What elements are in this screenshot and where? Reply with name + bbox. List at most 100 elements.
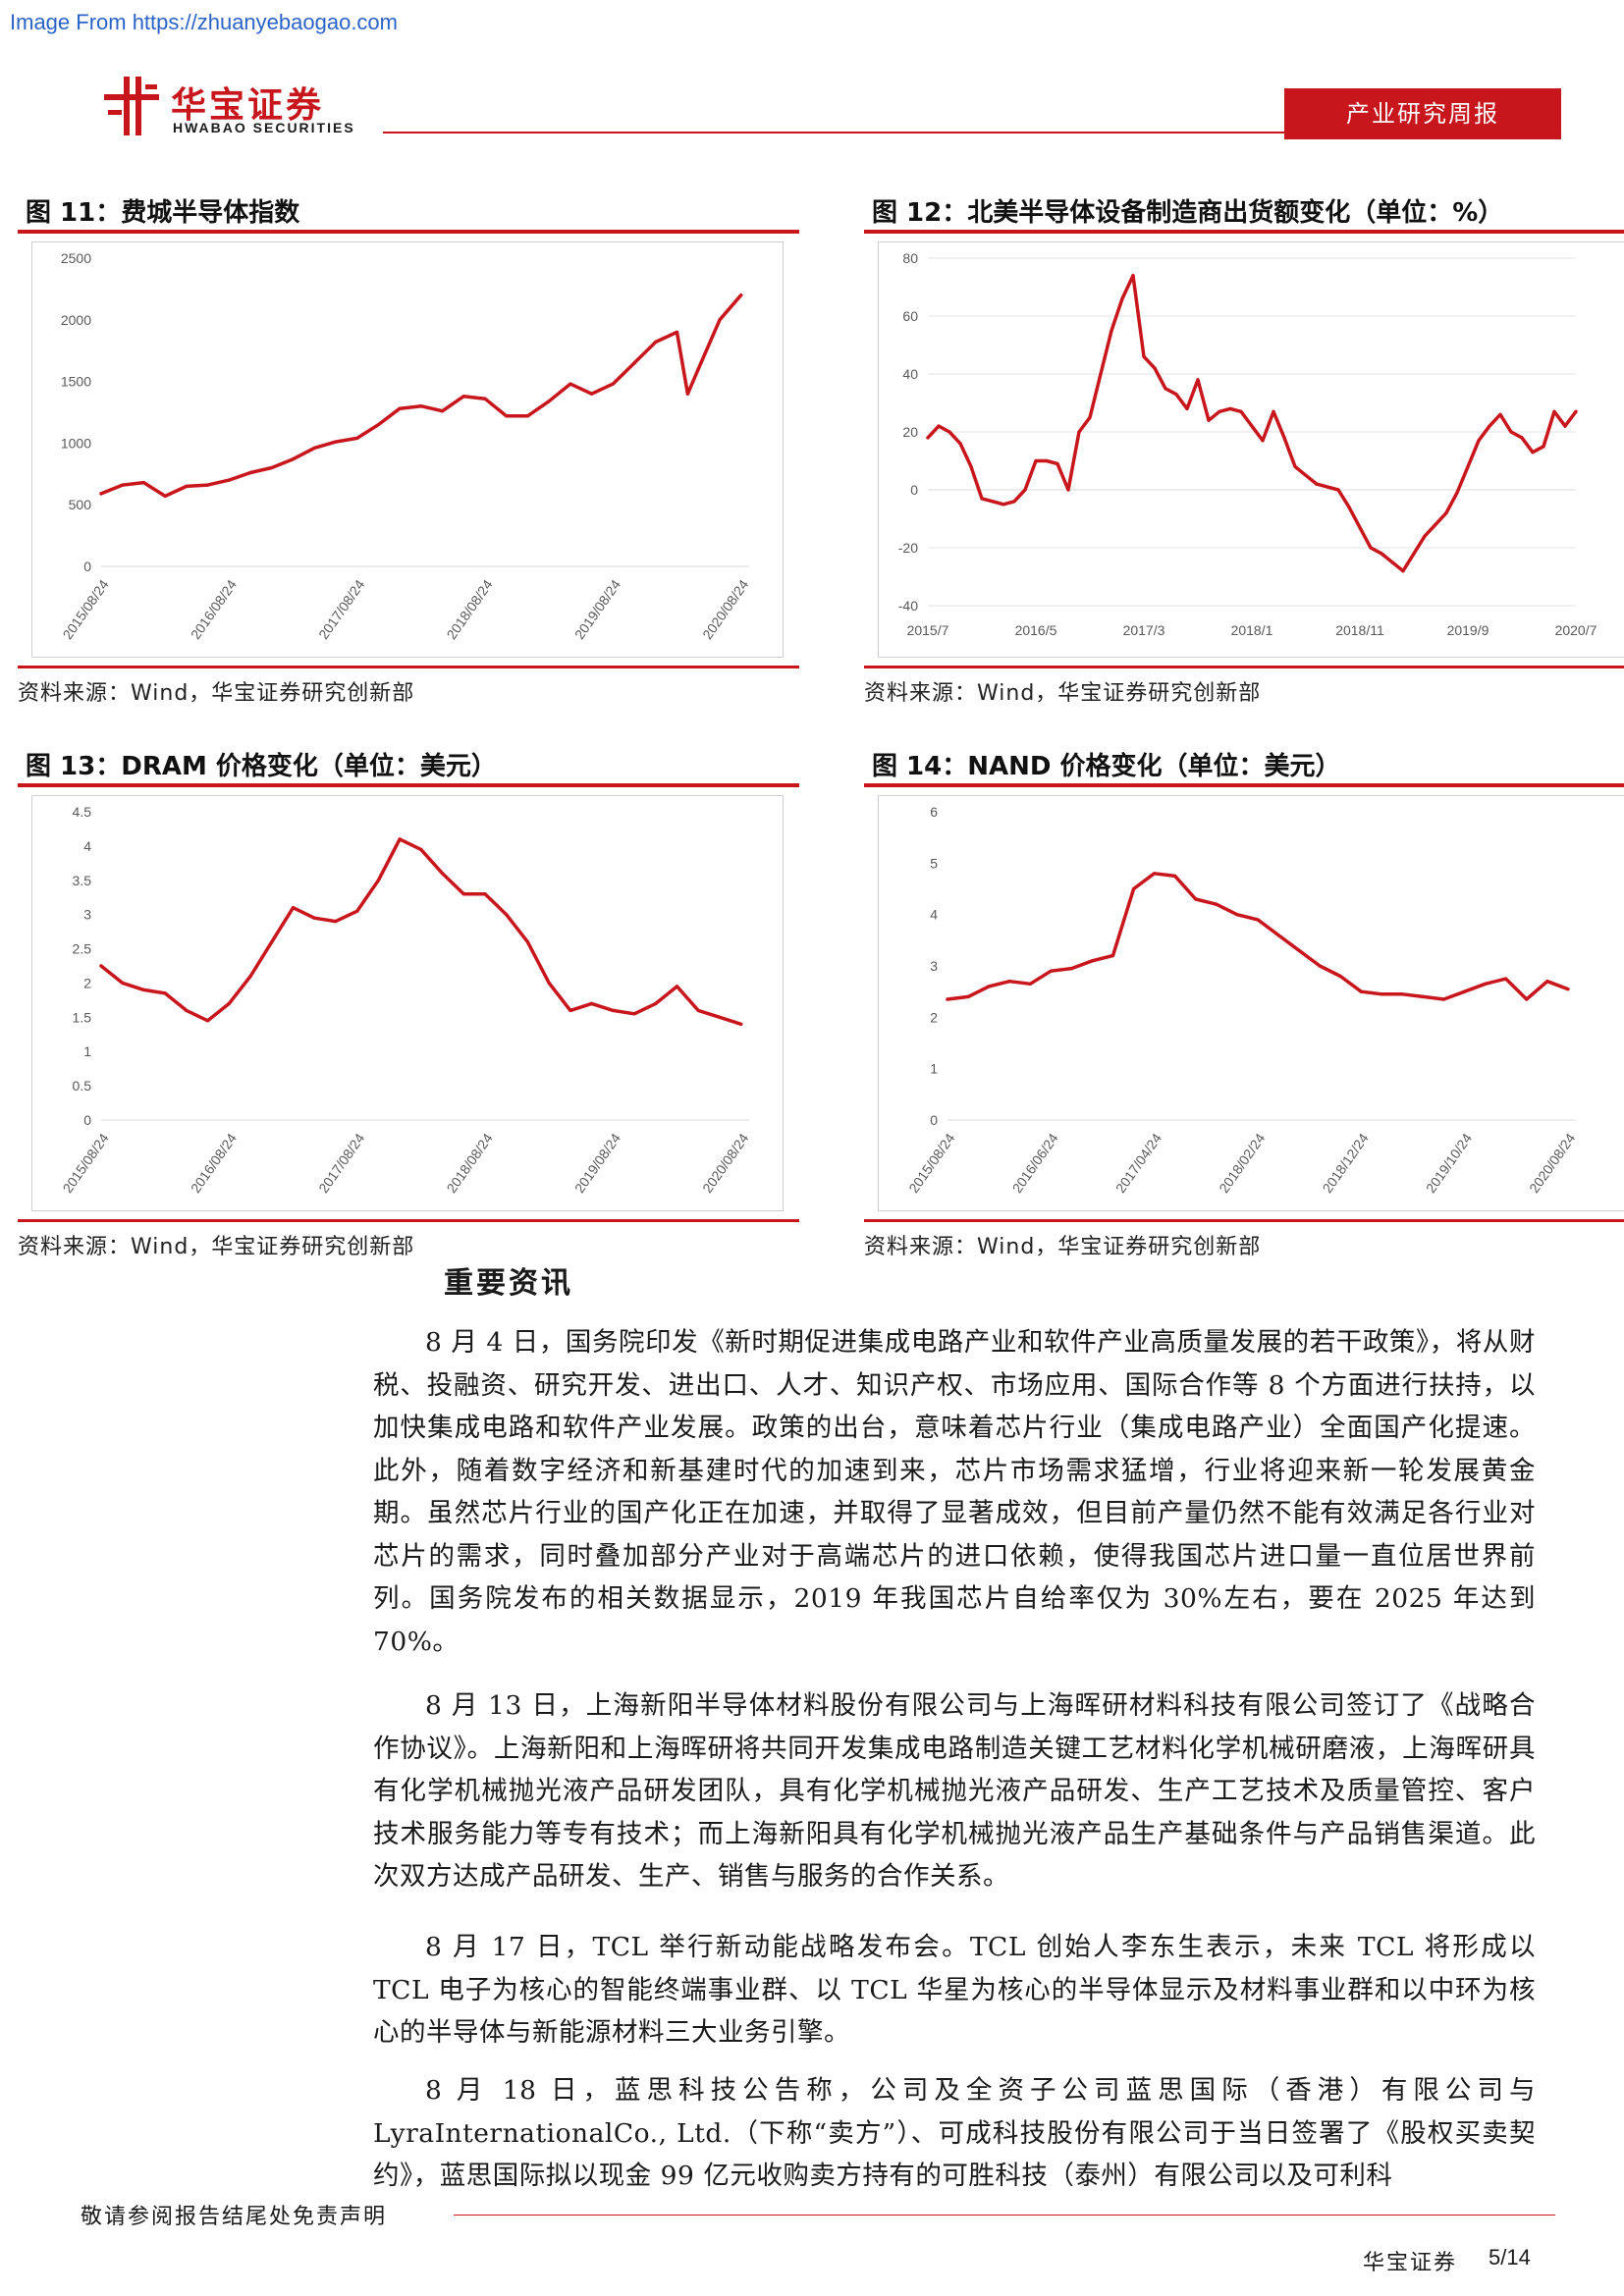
- data-point: [227, 1001, 231, 1005]
- chart-frame: 0 1 2 3 4 5 6 2015/08/24 2016/06/24 2017/04/24 201…: [878, 795, 1624, 1211]
- y-tick-label: 2: [930, 1009, 938, 1025]
- figure-source: 资料来源：Wind，华宝证券研究创新部: [864, 1235, 1262, 1259]
- data-point: [206, 1019, 210, 1023]
- data-point: [1028, 982, 1032, 986]
- data-point: [312, 446, 316, 450]
- footer-disclaimer: 敬请参阅报告结尾处免责声明: [81, 2205, 388, 2229]
- x-tick-label: 2016/08/24: [188, 1130, 240, 1196]
- x-tick-label: 2019/9: [1447, 622, 1489, 638]
- x-tick-label: 2020/08/24: [699, 1130, 751, 1196]
- figure-source: 资料来源：Wind，华宝证券研究创新部: [18, 681, 415, 706]
- x-tick-label: 2018/08/24: [443, 576, 495, 642]
- data-point: [1338, 974, 1342, 979]
- data-point: [206, 483, 210, 487]
- data-point: [1173, 874, 1177, 878]
- x-tick-label: 2016/5: [1015, 622, 1057, 638]
- y-tick-label: 500: [69, 497, 92, 512]
- data-point: [1423, 534, 1427, 538]
- page-header: 华宝证券 HWABAO SECURITIES 产业研究周报: [98, 73, 1561, 141]
- data-point: [1380, 992, 1383, 996]
- data-point: [718, 318, 722, 322]
- data-point: [1007, 980, 1011, 984]
- x-tick-label: 2015/08/24: [59, 1130, 111, 1196]
- figure-top-rule: [18, 230, 799, 234]
- data-point: [1531, 451, 1535, 454]
- logo-english-name: HWABAO SECURITIES: [173, 120, 355, 135]
- footer-company: 华宝证券: [1363, 2251, 1458, 2275]
- series-line: [99, 837, 743, 1027]
- data-point: [1466, 464, 1470, 468]
- data-point: [525, 940, 529, 944]
- data-point: [1563, 424, 1567, 428]
- y-tick-label: 5: [930, 855, 938, 871]
- data-point: [1412, 552, 1416, 556]
- x-tick-label: 2020/08/24: [699, 576, 751, 642]
- y-tick-label: 3.5: [73, 873, 92, 888]
- data-point: [505, 913, 509, 917]
- data-point: [1090, 959, 1094, 963]
- nand-price-chart: 0 1 2 3 4 5 6 2015/08/24 2016/06/24 2017/04/24 201…: [905, 804, 1578, 1196]
- data-point: [1077, 430, 1081, 434]
- logo-mark-icon: [104, 77, 159, 135]
- data-point: [248, 470, 252, 475]
- y-tick-label: 0.5: [73, 1078, 92, 1094]
- data-point: [1566, 988, 1570, 991]
- chart-frame: 0 500 1000 1500 2000 2500 2015/08/24 2016/08/24…: [31, 241, 784, 658]
- data-point: [966, 994, 970, 998]
- data-point: [926, 436, 930, 440]
- footer-divider: [454, 2215, 1555, 2216]
- data-point: [1110, 329, 1113, 333]
- data-point: [1239, 409, 1243, 413]
- figure-14: 图 14：NAND 价格变化（单位：美元） 0 1 2 3 4 5 6 2015/08/24 2…: [864, 746, 1624, 1266]
- series-line: [946, 872, 1570, 1001]
- figure-12: 图 12：北美半导体设备制造商出货额变化（单位：%） -40 -20 0 20 40 60…: [864, 192, 1624, 713]
- figure-top-rule: [864, 783, 1624, 787]
- data-point: [1194, 897, 1198, 901]
- report-type-badge: 产业研究周报: [1284, 88, 1561, 139]
- data-point: [1315, 482, 1319, 486]
- company-logo: 华宝证券 HWABAO SECURITIES: [98, 73, 393, 141]
- data-point: [227, 478, 231, 482]
- data-point: [958, 442, 962, 446]
- figure-top-rule: [864, 230, 1624, 234]
- y-tick-label: 6: [930, 804, 938, 820]
- x-tick-label: 2015/08/24: [905, 1130, 957, 1196]
- data-point: [590, 392, 594, 396]
- data-point: [419, 847, 423, 851]
- y-tick-label: 1: [83, 1043, 91, 1059]
- data-point: [99, 492, 103, 496]
- data-point: [1326, 485, 1329, 489]
- data-point: [1066, 488, 1070, 492]
- data-point: [1293, 464, 1297, 468]
- data-point: [611, 382, 615, 386]
- figure-title: 图 14：NAND 价格变化（单位：美元）: [872, 752, 1341, 781]
- data-point: [1488, 424, 1491, 428]
- data-point: [419, 404, 423, 408]
- data-point: [461, 395, 465, 399]
- data-point: [1215, 902, 1218, 906]
- y-tick-label: 4: [930, 907, 938, 923]
- data-point: [718, 1015, 722, 1019]
- data-point: [547, 981, 551, 985]
- news-paragraph: 8 月 18 日，蓝思科技公告称，公司及全资子公司蓝思国际（香港）有限公司与 L…: [373, 2075, 1536, 2191]
- data-point: [1012, 500, 1016, 504]
- data-point: [1276, 934, 1280, 937]
- data-point: [946, 997, 949, 1001]
- data-point: [1504, 977, 1508, 981]
- na-equipment-billings-chart: -40 -20 0 20 40 60 80 2015/7 2016/5 2017/3 2018/1 2…: [898, 250, 1597, 638]
- y-tick-label: -40: [898, 598, 918, 614]
- watermark-link[interactable]: Image From https://zhuanyebaogao.com: [10, 10, 398, 34]
- x-tick-label: 2017/08/24: [315, 1130, 367, 1196]
- data-point: [270, 465, 274, 470]
- data-point: [1542, 445, 1545, 449]
- y-tick-label: 4: [83, 838, 91, 854]
- data-point: [969, 464, 973, 468]
- data-point: [483, 892, 487, 896]
- x-tick-label: 2019/08/24: [571, 576, 623, 642]
- data-point: [141, 988, 145, 991]
- news-paragraph: 8 月 17 日，TCL 举行新动能战略发布会。TCL 创始人李东生表示，未来 …: [373, 1932, 1536, 2048]
- data-point: [312, 916, 316, 920]
- data-point: [163, 494, 167, 498]
- data-point: [696, 367, 700, 371]
- sox-index-chart: 0 500 1000 1500 2000 2500 2015/08/24 2016/08/24…: [59, 250, 751, 642]
